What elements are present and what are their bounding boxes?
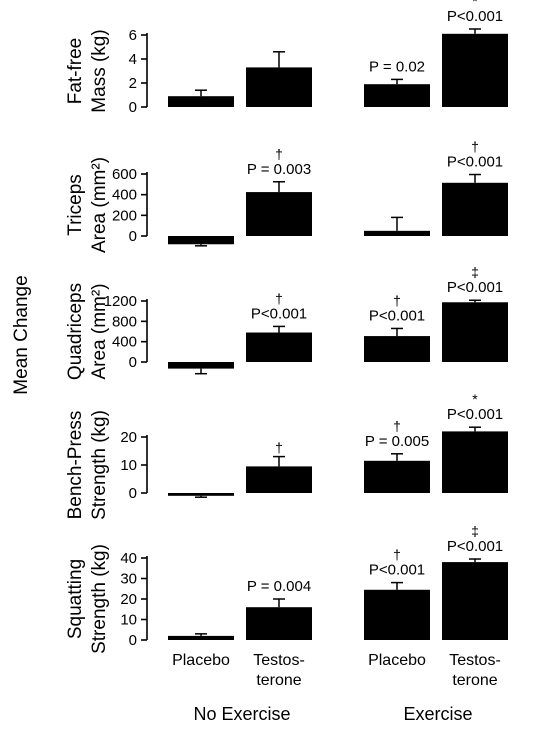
p-value-label: P = 0.005 bbox=[365, 433, 429, 450]
p-value-label: P = 0.004 bbox=[247, 578, 311, 595]
bar bbox=[246, 607, 312, 640]
y-tick-label: 30 bbox=[120, 571, 137, 588]
bar bbox=[246, 67, 312, 107]
y-tick-label: 2 bbox=[129, 75, 137, 92]
y-tick-label: 400 bbox=[112, 187, 137, 204]
significance-mark: † bbox=[393, 547, 401, 563]
significance-mark: † bbox=[393, 418, 401, 434]
y-tick-label: 200 bbox=[112, 207, 137, 224]
p-value-label: P<0.001 bbox=[251, 305, 307, 322]
significance-mark: † bbox=[471, 139, 479, 155]
p-value-label: P = 0.003 bbox=[247, 161, 311, 178]
bar bbox=[364, 589, 430, 640]
bar bbox=[442, 431, 508, 493]
y-tick-label: 20 bbox=[120, 591, 137, 608]
bar bbox=[364, 230, 430, 236]
y-tick-label: 400 bbox=[112, 334, 137, 351]
panel-y-label-line: Area (mm²) bbox=[89, 157, 110, 253]
panel-y-label-line: Strength (kg) bbox=[89, 410, 110, 520]
y-tick-label: 10 bbox=[120, 612, 137, 629]
group-label-exercise: Exercise bbox=[403, 704, 472, 724]
y-tick-label: 6 bbox=[129, 27, 137, 44]
p-value-label: P<0.001 bbox=[447, 8, 503, 25]
bar bbox=[168, 493, 234, 496]
x-category-label: Testos- bbox=[253, 652, 305, 669]
y-tick-label: 0 bbox=[129, 99, 137, 116]
outer-y-label: Mean Change bbox=[11, 275, 32, 394]
significance-mark: * bbox=[472, 391, 478, 407]
panel-y-label-line: Fat-free bbox=[65, 38, 86, 105]
group-label-no-exercise: No Exercise bbox=[193, 704, 290, 724]
panel-1: Fat-free Mass (kg) 0 2 4 6 P = 0.02 P<0.001* bbox=[65, 0, 508, 116]
p-value-label: P<0.001 bbox=[447, 279, 503, 296]
x-axis-category-labels: Placebo Testos-terone Placebo Testos-terone bbox=[172, 652, 501, 689]
p-value-label: P<0.001 bbox=[447, 154, 503, 171]
bar bbox=[364, 336, 430, 362]
y-tick-label: 0 bbox=[129, 354, 137, 371]
bar bbox=[442, 182, 508, 236]
y-tick-label: 0 bbox=[129, 632, 137, 649]
x-category-label: terone bbox=[256, 672, 301, 689]
y-tick-label: 1200 bbox=[104, 293, 137, 310]
y-tick-label: 800 bbox=[112, 313, 137, 330]
panel-y-label-line: Strength (kg) bbox=[89, 544, 110, 654]
x-category-label: Testos- bbox=[449, 652, 501, 669]
bar bbox=[168, 362, 234, 369]
significance-mark: ‡ bbox=[471, 523, 479, 539]
p-value-label: P<0.001 bbox=[447, 538, 503, 555]
panel-3: Quadriceps Area (mm²) 04008001200P<0.001†P… bbox=[65, 264, 508, 380]
panel-y-label-line: Area (mm²) bbox=[89, 283, 110, 379]
y-tick-label: 4 bbox=[129, 51, 137, 68]
y-tick-label: 20 bbox=[120, 429, 137, 446]
bar bbox=[246, 332, 312, 362]
panel-y-label-line: Mass (kg) bbox=[89, 29, 110, 112]
panel-y-label-line: Triceps bbox=[65, 174, 86, 236]
significance-mark: † bbox=[275, 290, 283, 306]
significance-mark: † bbox=[275, 146, 283, 162]
panel-y-label-line: Squatting bbox=[65, 559, 86, 639]
p-value-label: P<0.001 bbox=[369, 307, 425, 324]
bar bbox=[442, 562, 508, 640]
bar bbox=[168, 635, 234, 640]
x-category-label: terone bbox=[452, 672, 497, 689]
y-tick-label: 0 bbox=[129, 485, 137, 502]
y-tick-label: 40 bbox=[120, 550, 137, 567]
significance-mark: † bbox=[393, 292, 401, 308]
panel-5: Squatting Strength (kg) 0 10 20 30 40 P = 0.004… bbox=[65, 523, 508, 654]
panel-y-label-line: Quadriceps bbox=[65, 283, 86, 380]
bar bbox=[168, 96, 234, 107]
x-category-label: Placebo bbox=[172, 652, 230, 669]
bar bbox=[442, 302, 508, 362]
y-tick-label: 0 bbox=[129, 228, 137, 245]
p-value-label: P<0.001 bbox=[369, 562, 425, 579]
significance-mark: ‡ bbox=[471, 264, 479, 280]
y-tick-label: 600 bbox=[112, 166, 137, 183]
bar bbox=[364, 460, 430, 493]
p-value-label: P = 0.02 bbox=[369, 58, 425, 75]
y-tick-label: 10 bbox=[120, 457, 137, 474]
significance-mark: † bbox=[275, 440, 283, 456]
bar bbox=[364, 84, 430, 107]
panel-y-label-line: Bench-Press bbox=[65, 411, 86, 520]
x-category-label: Placebo bbox=[368, 652, 426, 669]
significance-mark: * bbox=[472, 0, 478, 9]
bar bbox=[168, 236, 234, 245]
p-value-label: P<0.001 bbox=[447, 406, 503, 423]
bar bbox=[442, 33, 508, 107]
bar bbox=[246, 192, 312, 236]
bar bbox=[246, 466, 312, 493]
